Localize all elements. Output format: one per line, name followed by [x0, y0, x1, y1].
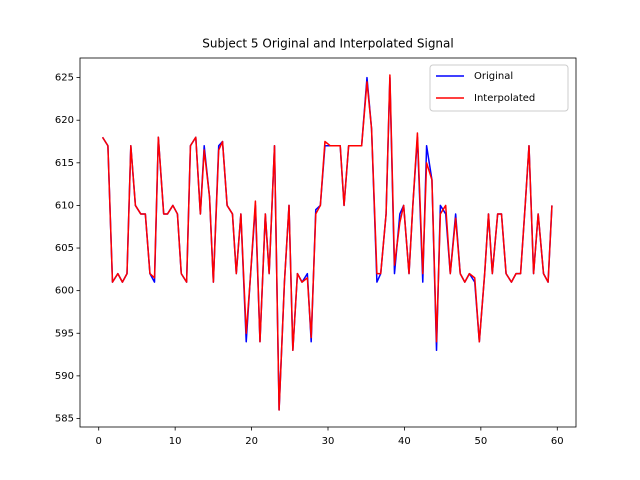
- x-tick-label: 0: [96, 436, 102, 447]
- y-tick-label: 600: [55, 286, 74, 297]
- legend-box: [429, 64, 569, 112]
- y-tick-label: 605: [55, 243, 74, 254]
- legend-label: Interpolated: [474, 93, 535, 104]
- x-tick-label: 40: [398, 436, 411, 447]
- y-tick-label: 590: [55, 371, 74, 382]
- x-tick-label: 30: [322, 436, 335, 447]
- x-tick-label: 60: [551, 436, 564, 447]
- x-tick-label: 20: [245, 436, 258, 447]
- y-tick-label: 625: [55, 73, 74, 84]
- legend-label: Original: [474, 71, 513, 82]
- data-line: [101, 74, 553, 411]
- chart-title: Subject 5 Original and Interpolated Sign…: [202, 37, 453, 51]
- y-tick-label: 620: [55, 115, 74, 126]
- y-tick-label: 615: [55, 158, 74, 169]
- y-tick-label: 595: [55, 328, 74, 339]
- y-tick-label: 585: [55, 413, 74, 424]
- y-tick-label: 610: [55, 200, 74, 211]
- x-tick-label: 50: [474, 436, 487, 447]
- legend: Original Interpolated: [429, 64, 569, 112]
- x-tick-label: 10: [169, 436, 182, 447]
